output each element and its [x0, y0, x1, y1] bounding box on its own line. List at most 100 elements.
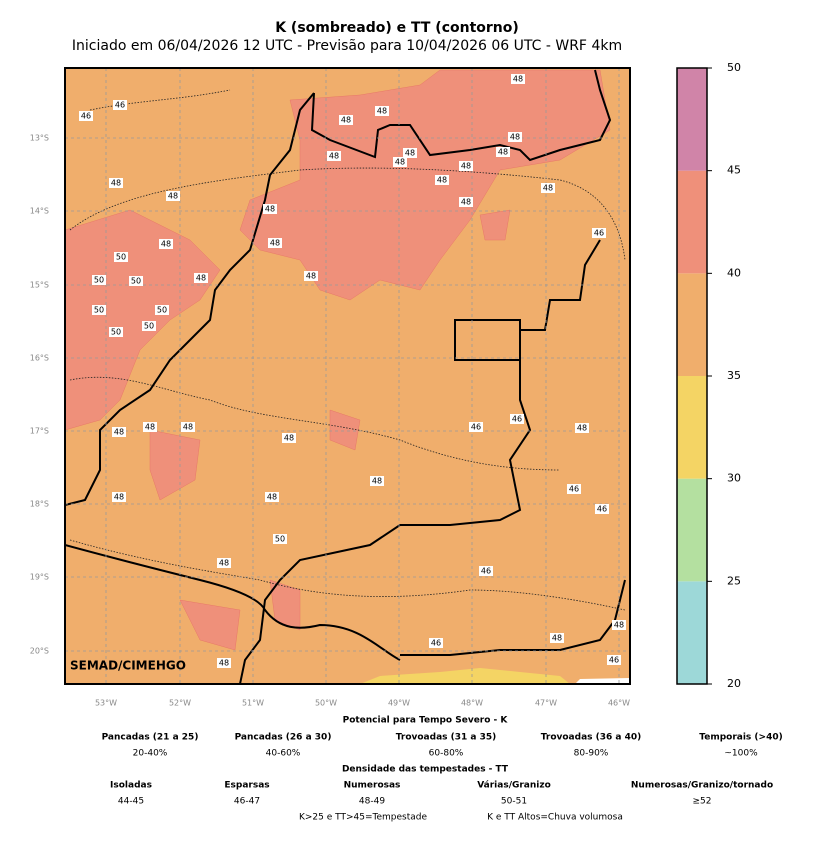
contour-label: 48 — [219, 559, 229, 568]
contour-label: 48 — [284, 434, 294, 443]
contour-label: 48 — [265, 205, 275, 214]
contour-label: 48 — [183, 423, 193, 432]
contour-label-box — [143, 422, 157, 432]
contour-label-box — [265, 492, 279, 502]
contour-label: 50 — [144, 322, 154, 331]
lat-label: 14°S — [30, 207, 49, 216]
contour-label: 48 — [437, 176, 447, 185]
contour-label-box — [496, 147, 510, 157]
colorbar-tick-label: 20 — [727, 677, 741, 690]
contour-label: 46 — [609, 656, 619, 665]
colorbar-tick-label: 40 — [727, 266, 741, 279]
colorbar-band — [677, 581, 707, 684]
colorbar-band — [677, 170, 707, 274]
contour-label-box — [592, 228, 606, 238]
contour-label: 50 — [116, 253, 126, 262]
contour-label: 50 — [111, 328, 121, 337]
contour-label: 48 — [498, 148, 508, 157]
contour-label: 46 — [471, 423, 481, 432]
contour-label-box — [511, 74, 525, 84]
contour-label: 50 — [157, 306, 167, 315]
contour-label: 46 — [569, 485, 579, 494]
legend-item-range: 80-90% — [574, 749, 609, 759]
contour-label-box — [459, 197, 473, 207]
colorbar-band — [677, 478, 707, 582]
contour-label-box — [142, 321, 156, 331]
map-frame — [64, 67, 631, 685]
contour-label-box — [92, 305, 106, 315]
contour-label-box — [508, 132, 522, 142]
contour-label-box — [282, 433, 296, 443]
contour-label-box — [459, 161, 473, 171]
contour-label: 48 — [577, 424, 587, 433]
contour-label-box — [567, 484, 581, 494]
contour-label-box — [273, 534, 287, 544]
legend-title: Densidade das tempestades - TT — [342, 765, 509, 775]
contour-label: 48 — [306, 272, 316, 281]
credit: SEMAD/CIMEHGO — [70, 659, 186, 673]
contour-label: 48 — [377, 107, 387, 116]
contour-label-box — [194, 273, 208, 283]
contour-label-box — [79, 111, 93, 121]
contour-label: 48 — [614, 621, 624, 630]
contour-label-box — [327, 151, 341, 161]
contour-label-box — [155, 305, 169, 315]
lat-label: 19°S — [30, 573, 49, 582]
contour-labels: 48 46 46 48 48 48 48 48 48 48 48 48 48 48 48 48 48 46 48 48… — [79, 74, 626, 668]
legend-item-name: Pancadas (21 a 25) — [102, 733, 199, 743]
contour-label-box — [112, 427, 126, 437]
lon-label: 48°W — [461, 699, 483, 708]
contour-label: 48 — [114, 493, 124, 502]
contour-label-box — [375, 106, 389, 116]
contour-label: 48 — [161, 240, 171, 249]
legend-item-range: ~100% — [724, 749, 758, 759]
colorbar-tick-label: 35 — [727, 369, 741, 382]
grid — [65, 68, 630, 684]
contour-label: 46 — [81, 112, 91, 121]
contour-label: 46 — [481, 567, 491, 576]
contour-label: 48 — [114, 428, 124, 437]
contour-label-box — [304, 271, 318, 281]
contour-label-box — [114, 252, 128, 262]
contour-label-box — [435, 175, 449, 185]
contour-label-box — [479, 566, 493, 576]
contour-label: 48 — [341, 116, 351, 125]
contour-label-box — [113, 100, 127, 110]
contour-label: 48 — [513, 75, 523, 84]
contour-label-box — [92, 275, 106, 285]
contour-label-box — [112, 492, 126, 502]
subtitle: Iniciado em 06/04/2026 12 UTC - Previsão… — [72, 38, 622, 54]
map-area — [65, 68, 630, 684]
contour-label-box — [129, 276, 143, 286]
contour-label-box — [612, 620, 626, 630]
colorbar-tick-label: 45 — [727, 164, 741, 177]
legend-item-range: 50-51 — [501, 797, 527, 807]
legend-item-name: Esparsas — [224, 781, 269, 791]
contour-label: 50 — [94, 276, 104, 285]
contour-label-box — [403, 148, 417, 158]
legend-item-range: 46-47 — [234, 797, 260, 807]
title: K (sombreado) e TT (contorno) — [275, 20, 519, 36]
contour-label: 46 — [115, 101, 125, 110]
legend-item-name: Várias/Granizo — [477, 781, 551, 791]
contour-label-box — [469, 422, 483, 432]
lon-label: 49°W — [388, 699, 410, 708]
contour-label: 48 — [111, 179, 121, 188]
legend-item-range: 40-60% — [266, 749, 301, 759]
contour-label-box — [370, 476, 384, 486]
contour-label: 48 — [329, 152, 339, 161]
contour-label-box — [181, 422, 195, 432]
colorbar-tick-label: 30 — [727, 472, 741, 485]
contour-label: 48 — [461, 198, 471, 207]
contour-label: 48 — [395, 158, 405, 167]
contour-label-box — [595, 504, 609, 514]
contour-label-box — [575, 423, 589, 433]
legend-item-name: Isoladas — [110, 781, 152, 791]
contour-label: 48 — [552, 634, 562, 643]
blank-area — [575, 678, 630, 684]
colorbar-band — [677, 376, 707, 479]
legend-item-name: Numerosas/Granizo/tornado — [631, 781, 773, 791]
colorbar-tick-label: 50 — [727, 61, 741, 74]
lon-label: 51°W — [242, 699, 264, 708]
